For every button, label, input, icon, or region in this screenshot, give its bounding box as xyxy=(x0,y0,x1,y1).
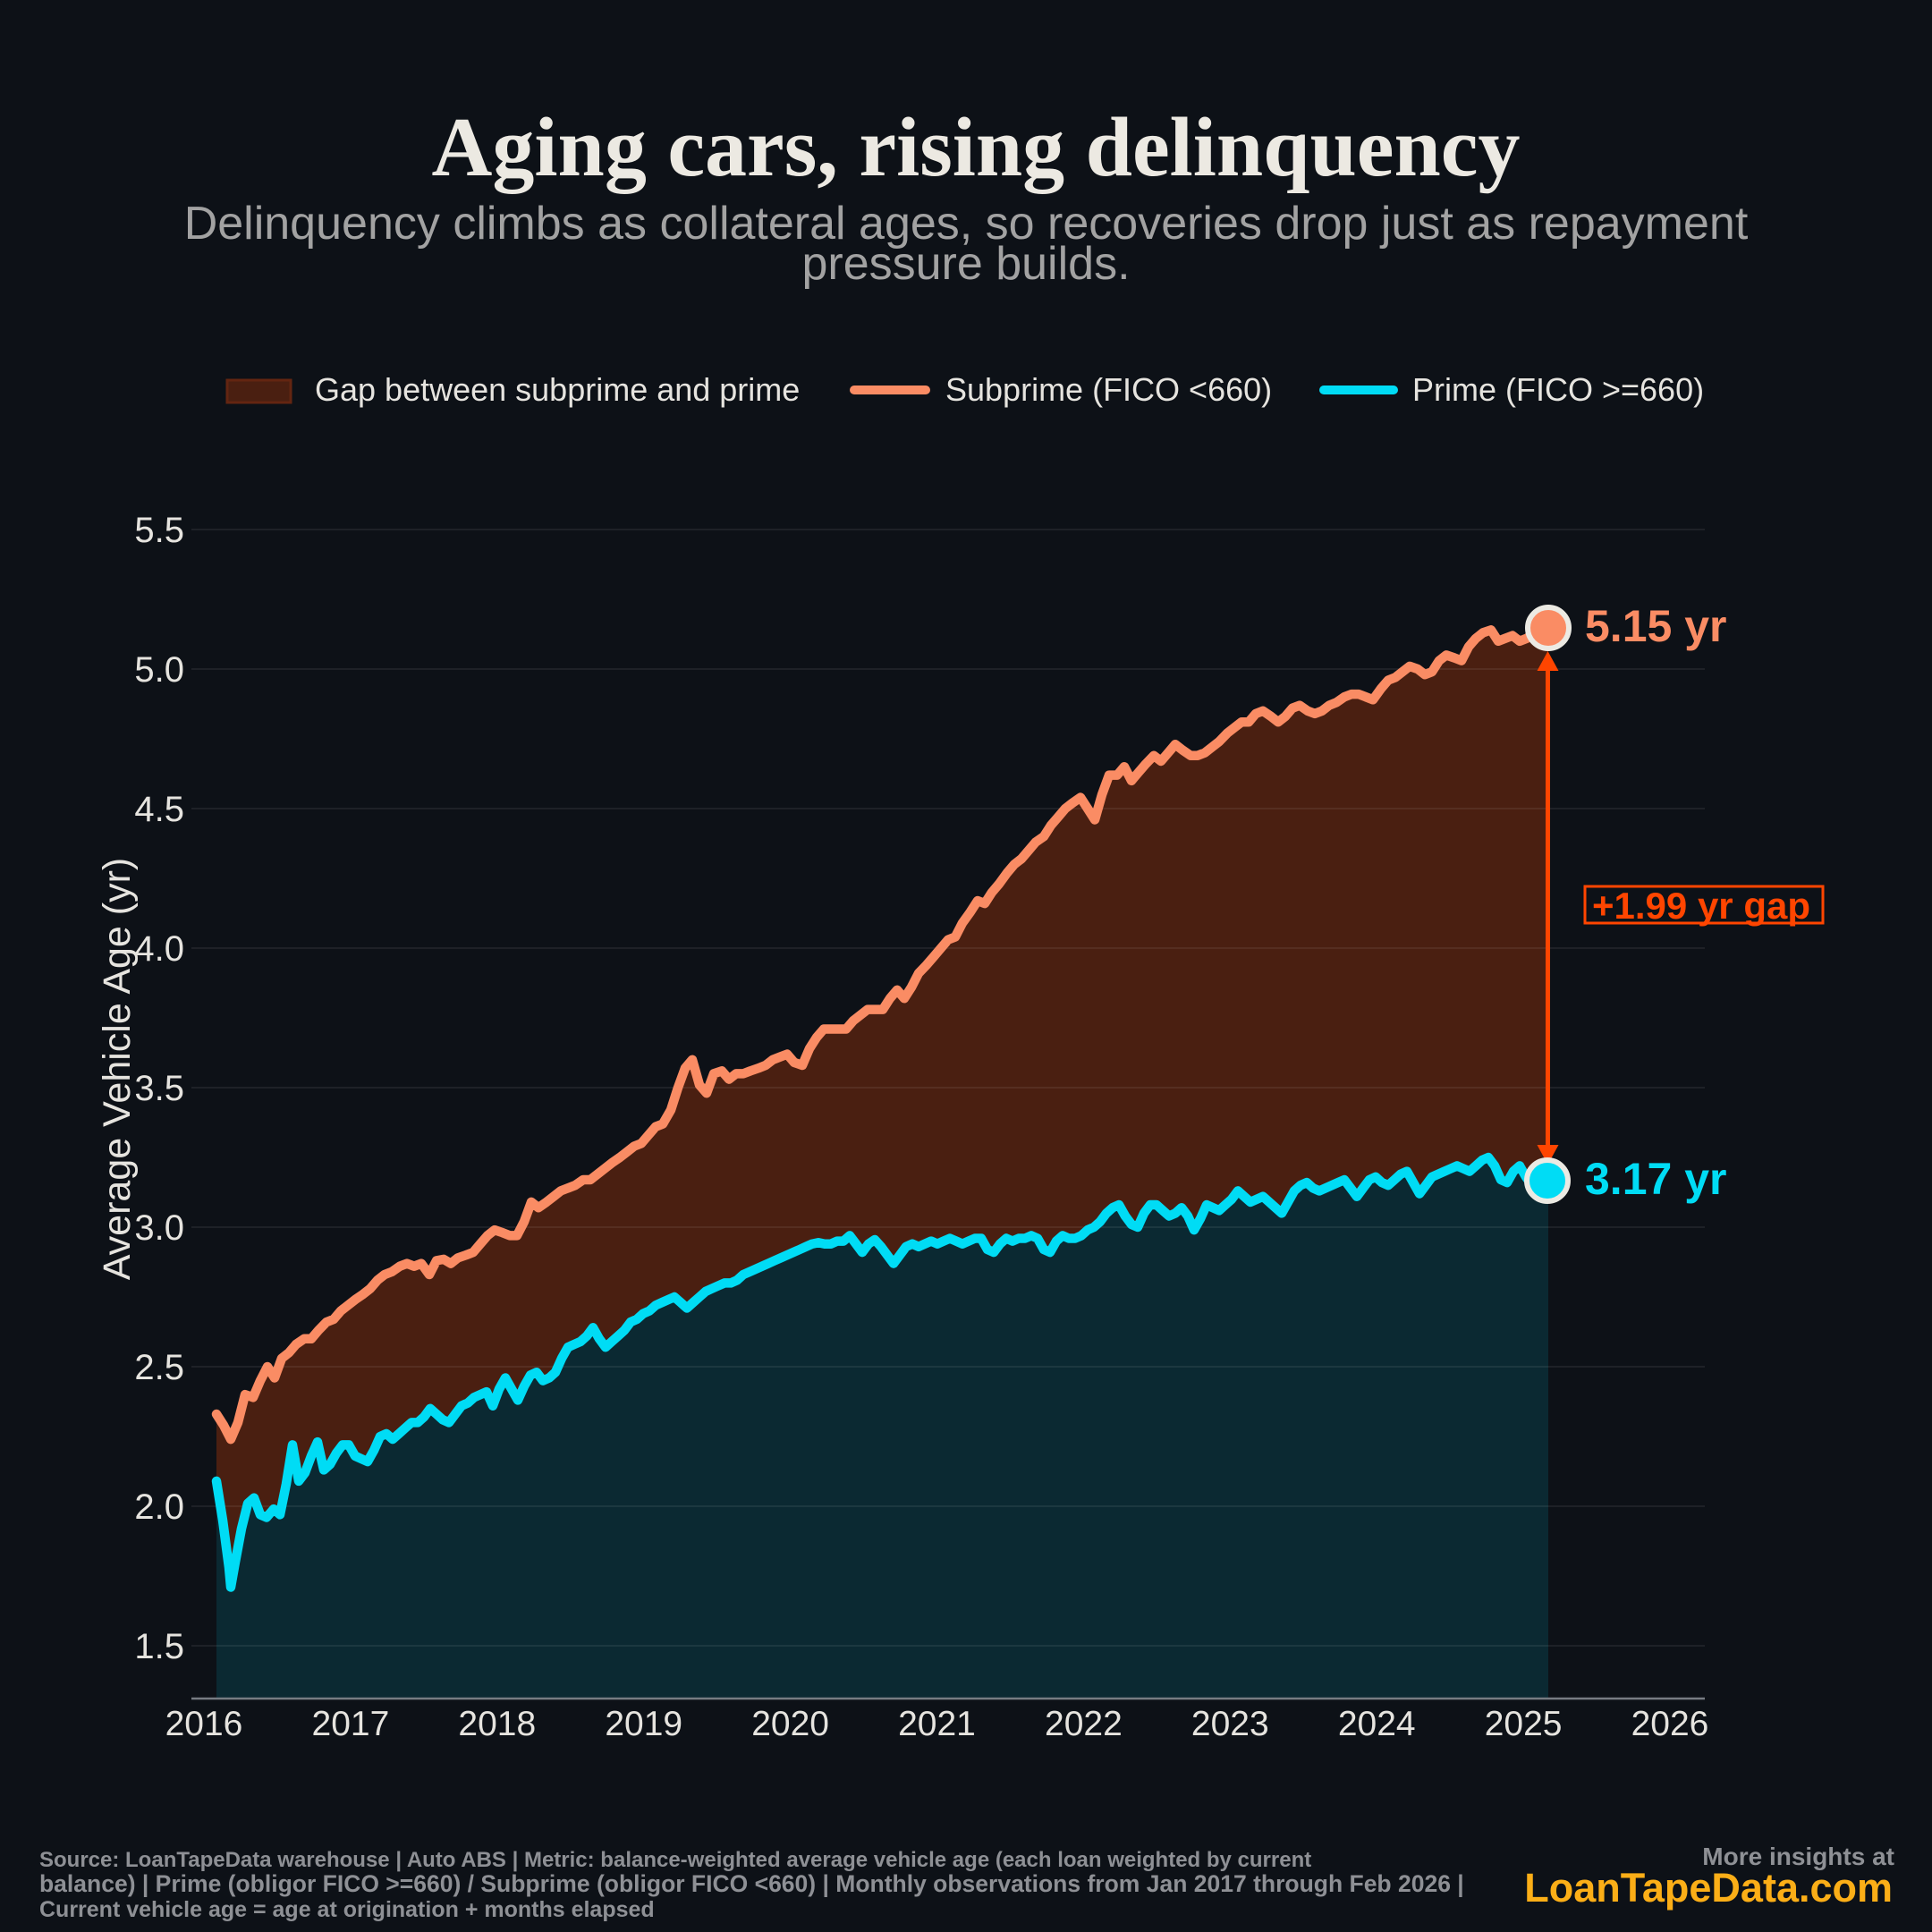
svg-text:2016: 2016 xyxy=(165,1705,243,1743)
svg-text:2026: 2026 xyxy=(1631,1705,1709,1743)
svg-text:2.5: 2.5 xyxy=(134,1348,184,1387)
svg-text:LoanTapeData.com: LoanTapeData.com xyxy=(1524,1865,1893,1911)
svg-text:2.0: 2.0 xyxy=(134,1487,184,1527)
svg-text:2019: 2019 xyxy=(605,1705,682,1743)
svg-text:4.5: 4.5 xyxy=(134,790,184,829)
svg-text:2023: 2023 xyxy=(1191,1705,1269,1743)
svg-text:+1.99 yr gap: +1.99 yr gap xyxy=(1592,885,1810,927)
svg-text:2024: 2024 xyxy=(1338,1705,1416,1743)
svg-text:Average Vehicle Age (yr): Average Vehicle Age (yr) xyxy=(96,858,139,1280)
svg-text:5.15 yr: 5.15 yr xyxy=(1585,601,1726,651)
svg-text:2022: 2022 xyxy=(1045,1705,1123,1743)
svg-text:4.0: 4.0 xyxy=(134,929,184,969)
svg-text:Prime (FICO >=660): Prime (FICO >=660) xyxy=(1412,371,1704,408)
svg-text:5.5: 5.5 xyxy=(134,511,184,550)
svg-text:3.5: 3.5 xyxy=(134,1069,184,1108)
svg-text:Delinquency climbs as collater: Delinquency climbs as collateral ages, s… xyxy=(184,198,1749,250)
svg-text:pressure builds.: pressure builds. xyxy=(801,238,1130,290)
svg-text:2021: 2021 xyxy=(898,1705,976,1743)
svg-text:Subprime (FICO <660): Subprime (FICO <660) xyxy=(945,371,1272,408)
svg-text:Gap between subprime and prime: Gap between subprime and prime xyxy=(315,371,800,408)
svg-text:Current vehicle age = age at o: Current vehicle age = age at origination… xyxy=(39,1897,655,1922)
svg-text:More insights at: More insights at xyxy=(1702,1843,1894,1870)
svg-text:2018: 2018 xyxy=(458,1705,536,1743)
svg-text:3.0: 3.0 xyxy=(134,1208,184,1248)
svg-text:Source: LoanTapeData warehouse: Source: LoanTapeData warehouse | Auto AB… xyxy=(39,1848,1311,1872)
svg-text:2025: 2025 xyxy=(1485,1705,1563,1743)
svg-text:2020: 2020 xyxy=(751,1705,829,1743)
svg-text:Aging cars, rising delinquency: Aging cars, rising delinquency xyxy=(432,101,1521,194)
svg-text:2017: 2017 xyxy=(312,1705,390,1743)
svg-text:5.0: 5.0 xyxy=(134,650,184,690)
svg-text:1.5: 1.5 xyxy=(134,1627,184,1666)
svg-text:balance) | Prime (obligor FICO: balance) | Prime (obligor FICO >=660) / … xyxy=(39,1870,1464,1897)
svg-text:3.17 yr: 3.17 yr xyxy=(1585,1154,1726,1204)
